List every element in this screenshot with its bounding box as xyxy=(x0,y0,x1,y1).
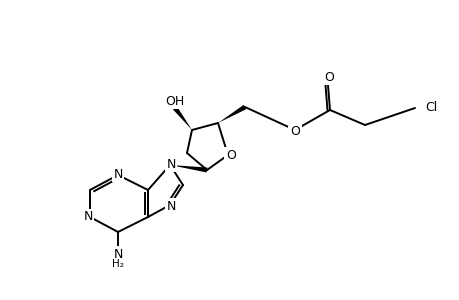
Text: N: N xyxy=(113,167,123,181)
Text: O: O xyxy=(225,148,235,161)
Polygon shape xyxy=(173,106,191,130)
Text: H₂: H₂ xyxy=(112,259,123,269)
Text: N: N xyxy=(83,211,92,224)
Text: N: N xyxy=(166,200,175,212)
Text: N: N xyxy=(166,158,175,170)
Text: O: O xyxy=(323,70,333,83)
Text: O: O xyxy=(290,124,299,137)
Polygon shape xyxy=(218,105,246,123)
Text: OH: OH xyxy=(165,94,184,107)
Text: Cl: Cl xyxy=(424,100,437,113)
Text: N: N xyxy=(113,248,123,260)
Polygon shape xyxy=(170,165,207,172)
